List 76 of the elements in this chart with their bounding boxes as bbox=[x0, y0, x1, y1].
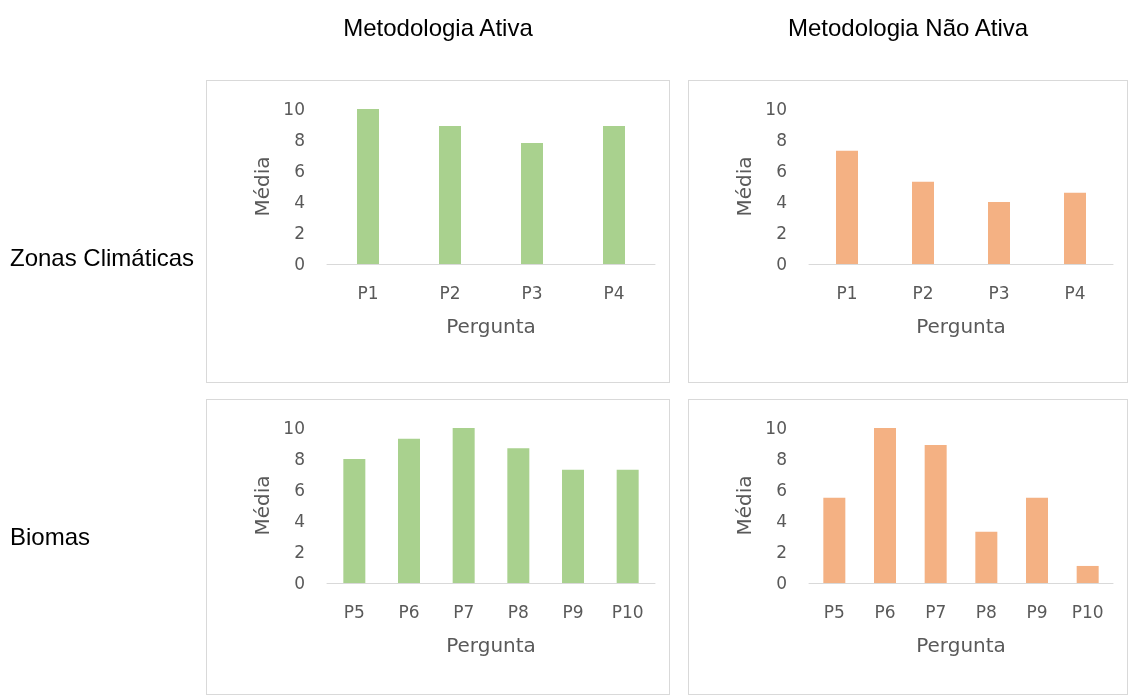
y-axis-title: Média bbox=[250, 475, 275, 536]
x-tick-label: P7 bbox=[453, 601, 475, 622]
y-tick-label: 2 bbox=[776, 542, 787, 562]
chart-title: Metodologia Não Ativa bbox=[786, 14, 1030, 42]
text: Zonas Climáticas bbox=[10, 243, 196, 273]
y-tick-label: 4 bbox=[776, 511, 787, 531]
bar bbox=[439, 126, 461, 264]
x-tick-label: P1 bbox=[357, 282, 379, 303]
x-tick-label: P4 bbox=[1064, 282, 1086, 303]
y-tick-label: 2 bbox=[294, 542, 305, 562]
y-tick-label: 4 bbox=[294, 192, 305, 212]
x-tick-label: P6 bbox=[874, 601, 896, 622]
bar bbox=[616, 469, 639, 583]
y-tick-label: 0 bbox=[294, 254, 305, 274]
x-tick-label: P1 bbox=[836, 282, 858, 303]
y-tick-label: 6 bbox=[776, 161, 787, 181]
bar bbox=[975, 531, 998, 583]
x-axis-title: Pergunta bbox=[916, 633, 1006, 657]
bar bbox=[452, 428, 475, 583]
y-axis-title: Média bbox=[732, 475, 757, 536]
y-tick-label: 4 bbox=[294, 511, 305, 531]
x-tick-label: P8 bbox=[507, 601, 529, 622]
bar bbox=[343, 459, 366, 583]
y-tick-label: 2 bbox=[776, 223, 787, 243]
y-tick-label: 10 bbox=[283, 99, 305, 119]
x-tick-label: P10 bbox=[1071, 601, 1104, 622]
bar bbox=[1064, 192, 1086, 264]
y-tick-label: 0 bbox=[294, 573, 305, 593]
bar bbox=[874, 428, 896, 583]
bar bbox=[1026, 497, 1048, 583]
y-tick-label: 8 bbox=[294, 130, 305, 150]
x-tick-label: P4 bbox=[603, 282, 625, 303]
x-tick-label: P9 bbox=[1026, 601, 1048, 622]
y-tick-label: 10 bbox=[765, 418, 787, 438]
x-tick-label: P7 bbox=[925, 601, 947, 622]
x-tick-label: P8 bbox=[975, 601, 997, 622]
y-tick-label: 6 bbox=[294, 480, 305, 500]
x-axis-title: Pergunta bbox=[916, 314, 1006, 338]
y-tick-label: 0 bbox=[776, 573, 787, 593]
bar bbox=[988, 202, 1010, 264]
x-tick-label: P9 bbox=[562, 601, 584, 622]
bar bbox=[357, 109, 379, 264]
bar bbox=[398, 438, 420, 583]
x-tick-label: P2 bbox=[439, 282, 461, 303]
x-tick-label: P5 bbox=[343, 601, 365, 622]
y-tick-label: 4 bbox=[776, 192, 787, 212]
x-axis-title: Pergunta bbox=[446, 314, 536, 338]
y-tick-label: 8 bbox=[294, 449, 305, 469]
bar bbox=[836, 150, 858, 264]
x-tick-label: P2 bbox=[912, 282, 934, 303]
y-axis-title: Média bbox=[250, 156, 275, 217]
bar bbox=[912, 181, 934, 264]
y-tick-label: 8 bbox=[776, 130, 787, 150]
y-tick-label: 6 bbox=[776, 480, 787, 500]
x-tick-label: P3 bbox=[521, 282, 543, 303]
x-tick-label: P3 bbox=[988, 282, 1010, 303]
x-tick-label: P5 bbox=[823, 601, 845, 622]
bar bbox=[507, 448, 530, 583]
bar bbox=[562, 469, 584, 583]
x-tick-label: P6 bbox=[398, 601, 420, 622]
x-tick-label: P10 bbox=[611, 601, 644, 622]
bar bbox=[924, 445, 947, 583]
y-tick-label: 10 bbox=[765, 99, 787, 119]
text: Biomas bbox=[10, 522, 92, 552]
y-tick-label: 0 bbox=[776, 254, 787, 274]
y-tick-label: 10 bbox=[283, 418, 305, 438]
y-axis-title: Média bbox=[732, 156, 757, 217]
chart-title: Metodologia Ativa bbox=[342, 14, 534, 42]
y-tick-label: 6 bbox=[294, 161, 305, 181]
x-axis-title: Pergunta bbox=[446, 633, 536, 657]
bar bbox=[603, 126, 625, 264]
y-tick-label: 2 bbox=[294, 223, 305, 243]
bar bbox=[1076, 565, 1099, 583]
y-tick-label: 8 bbox=[776, 449, 787, 469]
bar bbox=[521, 143, 543, 264]
bar bbox=[823, 497, 846, 583]
